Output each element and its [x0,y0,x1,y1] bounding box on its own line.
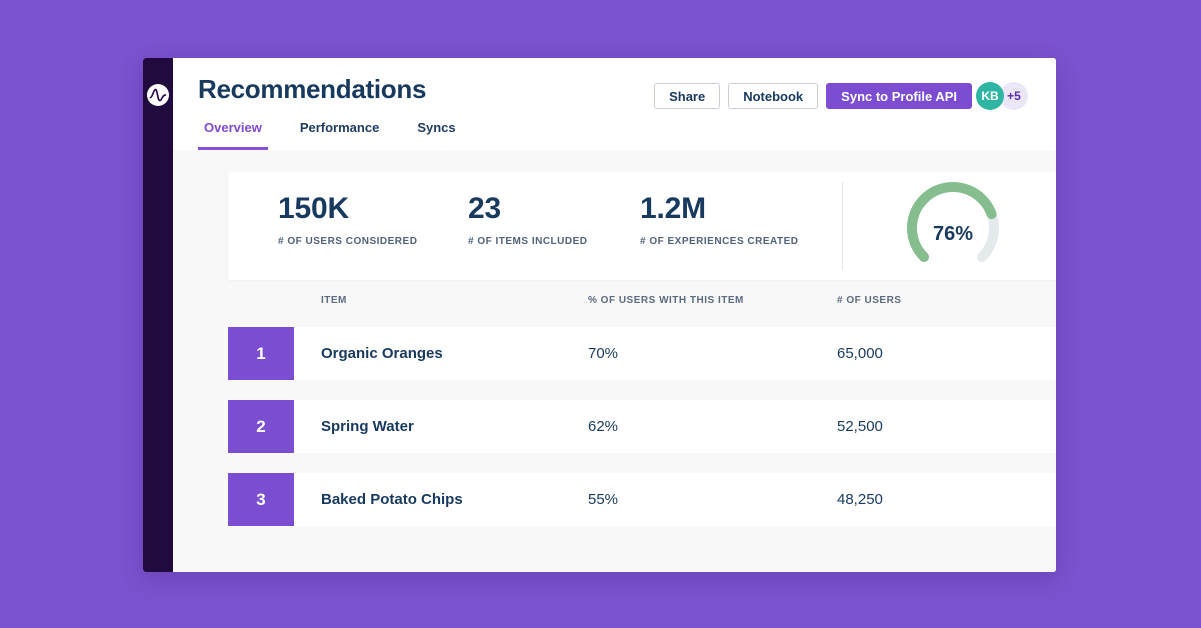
app-logo-icon[interactable] [147,84,169,106]
stat-label: # OF USERS CONSIDERED [278,236,418,247]
gauge-value: 76% [932,222,974,245]
table-row[interactable]: 2 Spring Water 62% 52,500 [228,400,1056,453]
tab-performance[interactable]: Performance [299,120,380,135]
table-row[interactable]: 1 Organic Oranges 70% 65,000 [228,327,1056,380]
num-users-value: 48,250 [837,491,883,508]
rank-badge: 3 [228,473,294,526]
completion-gauge: 76% [898,173,1008,283]
rank-badge: 2 [228,400,294,453]
item-name: Baked Potato Chips [321,491,463,508]
num-users-value: 65,000 [837,345,883,362]
tab-bar: Overview Performance Syncs [198,120,462,150]
notebook-button[interactable]: Notebook [728,83,819,109]
row-body: Baked Potato Chips 55% 48,250 [294,473,1056,526]
avatar-group: +5 KB [976,82,1028,110]
column-header-pct-users: % OF USERS WITH THIS ITEM [588,295,744,306]
stat-value: 150K [278,192,349,225]
item-name: Organic Oranges [321,345,443,362]
pct-users-value: 62% [588,418,619,435]
column-header-num-users: # OF USERS [837,295,902,306]
tab-overview[interactable]: Overview [198,120,268,150]
stat-value: 1.2M [640,192,706,225]
column-header-item: ITEM [321,295,347,306]
pulse-logo-icon [149,88,167,102]
num-users-value: 52,500 [837,418,883,435]
stat-items-included: 23 # OF ITEMS INCLUDED [468,192,588,247]
overview-content: 150K # OF USERS CONSIDERED 23 # OF ITEMS… [173,150,1056,572]
stats-gauge-divider [842,182,843,270]
app-sidebar [143,58,173,572]
page-header: Recommendations Overview Performance Syn… [173,58,1056,150]
summary-card: 150K # OF USERS CONSIDERED 23 # OF ITEMS… [228,172,1056,280]
gauge-fill-arc [907,182,999,262]
gauge-arc-chart [907,182,999,262]
stat-users-considered: 150K # OF USERS CONSIDERED [278,192,417,247]
pct-users-value: 55% [588,491,619,508]
app-window: Recommendations Overview Performance Syn… [143,58,1056,572]
avatar[interactable]: KB [976,82,1004,110]
page-title: Recommendations [198,74,427,104]
table-header: ITEM % OF USERS WITH THIS ITEM # OF USER… [173,295,1056,315]
stat-label: # OF EXPERIENCES CREATED [640,236,799,247]
stat-experiences-created: 1.2M # OF EXPERIENCES CREATED [640,192,799,247]
avatar-overflow-badge[interactable]: +5 [1000,82,1028,110]
tab-syncs[interactable]: Syncs [417,120,456,135]
share-button[interactable]: Share [654,83,721,109]
stat-label: # OF ITEMS INCLUDED [468,236,588,247]
sync-to-profile-api-button[interactable]: Sync to Profile API [826,83,972,109]
stat-value: 23 [468,192,501,225]
pct-users-value: 70% [588,345,619,362]
table-row[interactable]: 3 Baked Potato Chips 55% 48,250 [228,473,1056,526]
rank-badge: 1 [228,327,294,380]
row-body: Spring Water 62% 52,500 [294,400,1056,453]
item-name: Spring Water [321,418,414,435]
main-panel: Recommendations Overview Performance Syn… [173,58,1056,572]
header-actions: Share Notebook Sync to Profile API [654,83,972,109]
row-body: Organic Oranges 70% 65,000 [294,327,1056,380]
